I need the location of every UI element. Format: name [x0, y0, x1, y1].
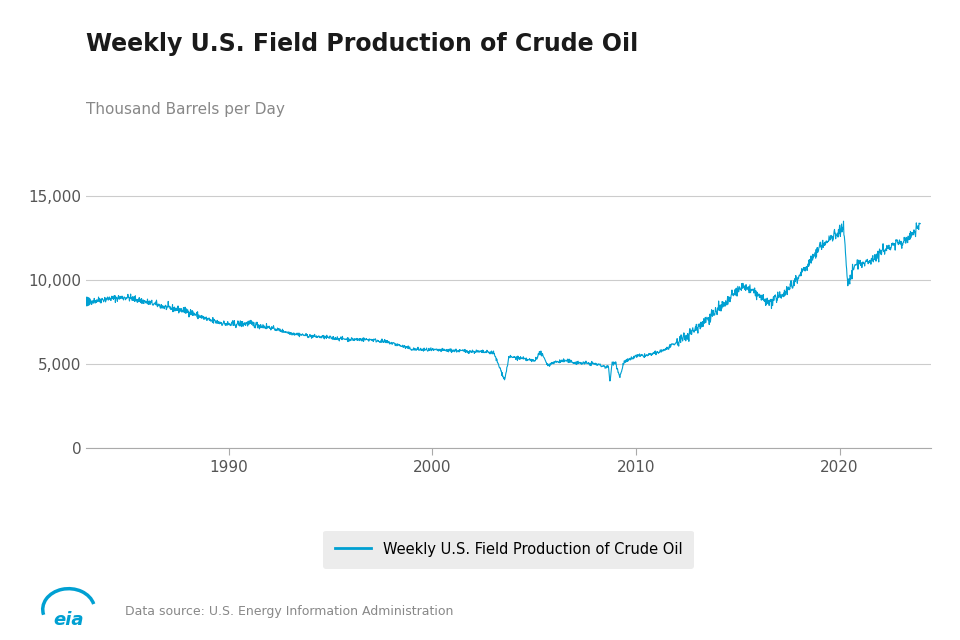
Text: eia: eia	[54, 611, 84, 629]
Point	[79, 296, 94, 307]
Text: Weekly U.S. Field Production of Crude Oil: Weekly U.S. Field Production of Crude Oi…	[86, 32, 638, 56]
Text: Thousand Barrels per Day: Thousand Barrels per Day	[86, 102, 285, 117]
Legend: Weekly U.S. Field Production of Crude Oil: Weekly U.S. Field Production of Crude Oi…	[324, 531, 694, 569]
Text: Data source: U.S. Energy Information Administration: Data source: U.S. Energy Information Adm…	[125, 605, 453, 618]
